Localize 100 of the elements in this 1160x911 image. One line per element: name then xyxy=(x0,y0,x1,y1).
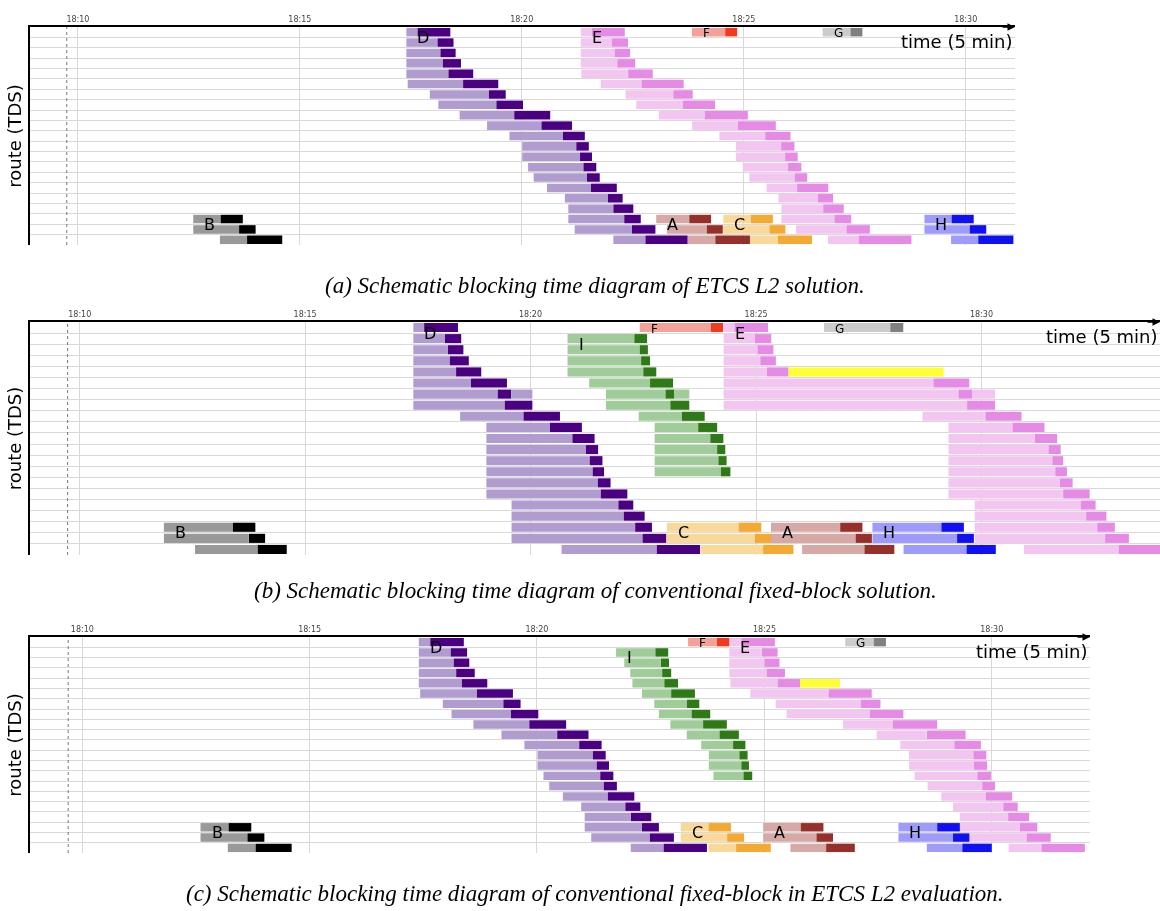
bar xyxy=(704,110,748,120)
bar xyxy=(974,511,1087,521)
text: (b) Schematic blocking time diagram of conventional fixed-block solution. xyxy=(254,578,937,603)
bar xyxy=(568,214,625,224)
series-label: F xyxy=(703,26,710,40)
bar xyxy=(941,792,986,801)
bar xyxy=(511,500,619,510)
bar xyxy=(948,422,1013,432)
bar xyxy=(723,356,761,366)
bar xyxy=(951,214,974,224)
bar xyxy=(658,110,705,120)
bar xyxy=(603,781,617,791)
series-label: C xyxy=(678,523,690,542)
bar xyxy=(654,433,711,444)
bar xyxy=(687,699,700,709)
bar xyxy=(735,152,786,162)
bar xyxy=(496,100,524,110)
series-label: C xyxy=(734,215,746,234)
bar xyxy=(738,522,762,532)
bar xyxy=(834,214,852,224)
bar xyxy=(581,802,626,811)
bar xyxy=(957,533,974,543)
bar xyxy=(941,522,964,532)
bar xyxy=(549,422,582,432)
bar xyxy=(729,668,767,678)
bar xyxy=(438,100,497,110)
series-label: E xyxy=(592,28,603,47)
bar xyxy=(470,378,507,388)
bar xyxy=(655,648,669,657)
bar xyxy=(533,173,587,182)
bar xyxy=(775,699,861,709)
bar xyxy=(966,544,996,554)
bar xyxy=(406,48,441,58)
bar xyxy=(700,544,764,554)
bar xyxy=(413,378,471,388)
bar xyxy=(701,740,734,750)
bar xyxy=(755,334,772,344)
bar xyxy=(788,162,802,172)
bar xyxy=(638,411,682,421)
bar xyxy=(503,699,521,709)
bar xyxy=(1052,456,1064,466)
bar xyxy=(592,467,605,477)
bar xyxy=(413,367,457,377)
bar xyxy=(437,38,454,47)
bar xyxy=(723,367,767,377)
bar xyxy=(561,544,657,554)
bar xyxy=(828,235,859,245)
bar xyxy=(719,730,739,739)
bar xyxy=(828,689,872,698)
bar xyxy=(1063,489,1090,499)
series-label: B xyxy=(175,523,186,542)
bar xyxy=(248,533,266,543)
bar xyxy=(567,334,635,344)
bar xyxy=(766,183,798,193)
bar xyxy=(706,225,723,234)
bar xyxy=(1012,422,1045,432)
bar xyxy=(1097,522,1115,532)
bar xyxy=(840,522,863,532)
bar xyxy=(959,812,1009,822)
bar xyxy=(219,235,248,245)
bar xyxy=(719,131,766,141)
bar xyxy=(948,433,1035,444)
bar xyxy=(766,367,789,377)
bar xyxy=(1048,445,1061,455)
bar xyxy=(589,456,603,466)
bar xyxy=(413,400,505,410)
bar xyxy=(1008,812,1030,822)
bar xyxy=(453,658,470,667)
bar xyxy=(572,433,595,444)
bar xyxy=(691,709,711,719)
bar xyxy=(802,544,865,554)
bar xyxy=(858,235,912,245)
bar xyxy=(962,843,992,853)
bar xyxy=(623,511,645,521)
bar xyxy=(585,445,599,455)
bar xyxy=(860,699,881,709)
bar xyxy=(933,378,970,388)
bar xyxy=(618,500,634,510)
y-axis-title: route (TDS) xyxy=(3,386,25,491)
bar xyxy=(717,445,726,455)
bar xyxy=(749,235,778,245)
bar xyxy=(447,345,464,355)
bar xyxy=(449,356,469,366)
bar xyxy=(614,48,631,58)
bar xyxy=(645,235,688,245)
bar xyxy=(723,400,968,410)
bar xyxy=(689,214,712,224)
bar xyxy=(713,771,744,781)
bar xyxy=(630,812,652,822)
bar xyxy=(794,173,808,182)
bar xyxy=(654,467,721,477)
bar xyxy=(418,658,454,667)
bar xyxy=(511,389,533,399)
bar xyxy=(625,802,641,811)
x-tick-label: 18:15 xyxy=(288,15,312,25)
bar xyxy=(796,225,847,234)
bar xyxy=(765,131,791,141)
series-label: B xyxy=(204,215,215,234)
bar xyxy=(750,214,773,224)
bar xyxy=(639,323,711,333)
